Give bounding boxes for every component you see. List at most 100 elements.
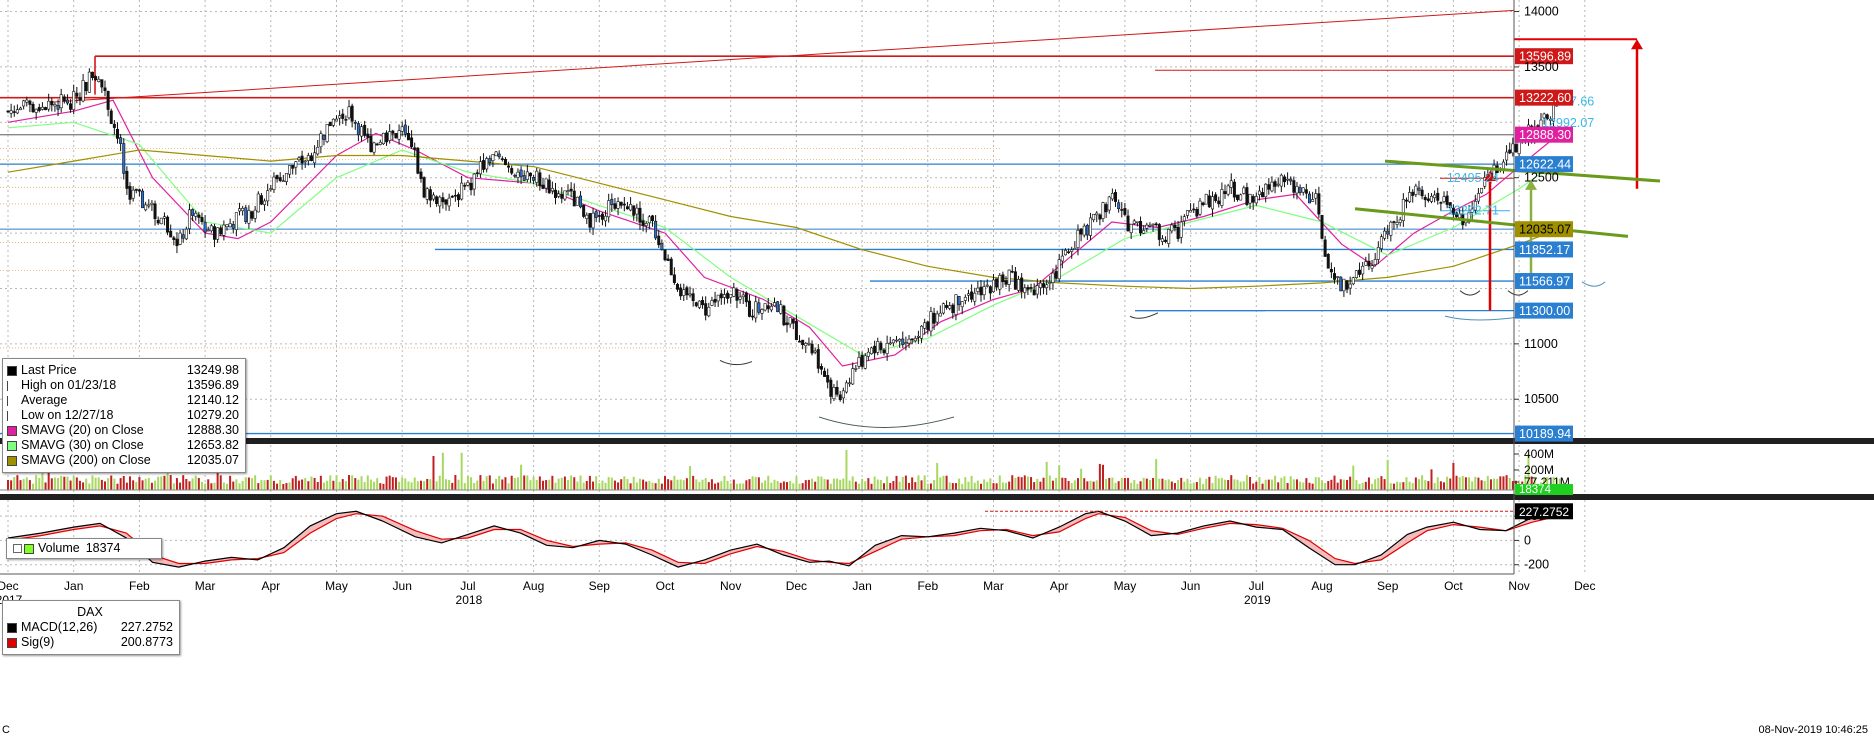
legend-label: High on 01/23/18 (21, 378, 117, 392)
x-tick-label: Nov (720, 579, 741, 593)
price-candle-body (1398, 219, 1402, 223)
volume-bar (764, 480, 767, 490)
volume-bar (1424, 480, 1427, 490)
price-candle-body (1314, 193, 1318, 199)
volume-bar (1289, 476, 1292, 490)
price-candle-body (94, 76, 98, 81)
volume-bar (1249, 477, 1252, 490)
volume-bar (1342, 479, 1345, 490)
price-candle-body (197, 214, 201, 218)
x-tick-label: Oct (1444, 579, 1463, 593)
volume-bar (742, 483, 745, 490)
volume-bar (1286, 483, 1289, 490)
price-legend-row: Average 12140.12 (7, 393, 239, 408)
price-candle-body (175, 238, 179, 247)
price-candle-body (1239, 194, 1243, 201)
volume-bar (604, 482, 607, 490)
price-candle-body (832, 387, 836, 399)
volume-tick-label: 400M (1524, 447, 1554, 461)
volume-bar (507, 483, 510, 490)
volume-bar (1396, 481, 1399, 490)
volume-bar (213, 482, 216, 490)
price-candle-body (1117, 202, 1121, 210)
price-candle-body (200, 217, 204, 222)
price-candle-body (284, 173, 288, 182)
price-candle-body (1505, 151, 1509, 161)
price-candle-body (431, 194, 435, 200)
volume-bar (1346, 480, 1349, 490)
price-candle-body (1035, 285, 1039, 295)
price-candle-body (744, 292, 748, 303)
price-candle-body (582, 204, 586, 217)
expand-icon[interactable] (13, 544, 22, 553)
breakout-target-arrow-head (1484, 171, 1496, 182)
volume-bar (739, 483, 742, 490)
volume-bar (945, 475, 948, 490)
volume-bar (313, 477, 316, 490)
price-candle-body (566, 190, 570, 192)
price-legend-row: SMAVG (200) on Close 12035.07 (7, 453, 239, 468)
price-candle-body (1439, 202, 1443, 204)
price-candle-body (779, 304, 783, 314)
volume-bar (723, 475, 726, 490)
price-candle-body (657, 235, 661, 246)
price-candle-body (1392, 221, 1396, 223)
price-candle-body (738, 296, 742, 300)
volume-bar (698, 481, 701, 490)
price-candle-body (982, 286, 986, 296)
x-tick-label: Feb (129, 579, 150, 593)
breakout-target-arrow-head (1631, 39, 1643, 50)
volume-bar (776, 481, 779, 490)
price-candle-body (550, 188, 554, 192)
price-candle-body (206, 229, 210, 232)
price-candle-body (685, 287, 689, 296)
price-candle-body (1351, 277, 1355, 285)
volume-bar (1033, 482, 1036, 490)
volume-bar (1061, 477, 1064, 490)
price-candle-body (181, 234, 185, 239)
volume-bar (807, 479, 810, 490)
price-candle-body (1448, 202, 1452, 208)
volume-bar (538, 476, 541, 490)
price-candle-body (1433, 194, 1437, 199)
price-candle-body (331, 118, 335, 126)
volume-bar (1023, 475, 1026, 490)
volume-bar (886, 476, 889, 490)
price-candle-body (1167, 229, 1171, 244)
volume-bar (285, 483, 288, 490)
volume-bar (898, 481, 901, 490)
volume-bar (714, 483, 717, 490)
price-candle-body (1142, 230, 1146, 234)
macd-last-label: 227.2752 (1519, 505, 1569, 519)
price-candle-body (991, 279, 995, 293)
price-candle-body (901, 338, 905, 345)
volume-bar (795, 476, 798, 490)
y-tick-label: 13500 (1524, 60, 1559, 74)
volume-bar (1314, 477, 1317, 490)
price-candle-body (594, 211, 598, 218)
price-candle-body (300, 155, 304, 164)
price-candle-body (1076, 229, 1080, 248)
price-candle-body (281, 180, 285, 183)
price-candle-body (898, 339, 902, 342)
volume-bar (194, 475, 197, 490)
volume-bar (685, 478, 688, 490)
volume-bar (1377, 477, 1380, 490)
y-level-badge (1515, 156, 1573, 173)
volume-bar (113, 478, 116, 490)
volume-bar (961, 483, 964, 490)
price-candle-body (666, 258, 670, 261)
price-candle-body (178, 232, 182, 245)
price-candle-body (1408, 192, 1412, 202)
price-candle-body (1455, 212, 1459, 217)
price-candle-body (309, 155, 313, 161)
volume-bar (1374, 479, 1377, 490)
volume-bar (470, 477, 473, 490)
price-candle-body (228, 223, 232, 228)
volume-bar (1095, 480, 1098, 490)
price-candle-body (557, 193, 561, 197)
price-candle-body (741, 294, 745, 298)
price-candle-body (447, 197, 451, 207)
volume-bar (135, 481, 138, 490)
price-candle-body (1317, 193, 1321, 215)
